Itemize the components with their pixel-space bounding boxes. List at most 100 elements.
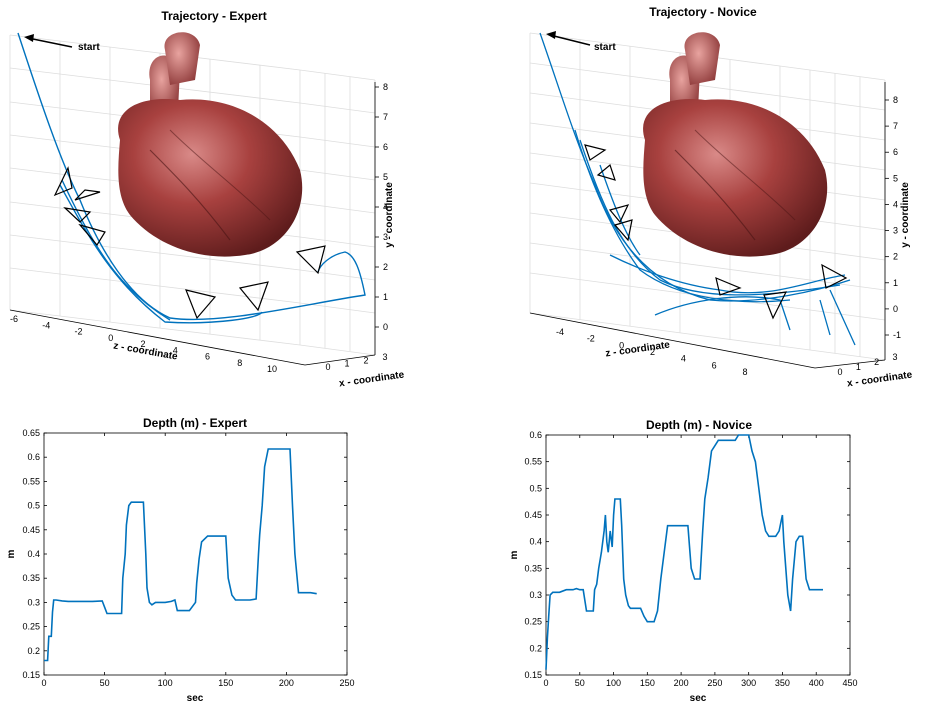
y-tick-label: 0.6 [529, 430, 542, 440]
y-tick-label: 2 [383, 262, 388, 272]
y-tick-label: 0.25 [524, 617, 542, 627]
y-tick-label: 7 [383, 112, 388, 122]
depth-expert-title: Depth (m) - Expert [143, 416, 247, 430]
y-tick-label: -1 [893, 330, 901, 340]
y-tick-label: 0.25 [22, 622, 40, 632]
y-tick-label: 0.15 [524, 670, 542, 680]
z-tick-label: -4 [556, 327, 564, 337]
y-tick-label: 1 [383, 292, 388, 302]
depth-expert-ticks: 0 50 100 150 200 250 0.15 0.2 0.25 0.3 0.35 0.4 0.45… [22, 428, 354, 688]
x-tick-label: 50 [575, 678, 585, 688]
z-tick-label: 8 [742, 367, 747, 377]
trajectory-expert-axes [9, 82, 376, 366]
x-tick-label: 100 [606, 678, 621, 688]
y-tick-label: 2 [893, 252, 898, 262]
y-tick-label: 6 [383, 142, 388, 152]
y-tick-label: 0.35 [524, 563, 542, 573]
x-tick-label: 50 [100, 678, 110, 688]
z-tick-label: 2 [650, 347, 655, 357]
trajectory-expert-zlabel: z - coordinate [112, 340, 178, 362]
x-tick-label: 450 [842, 678, 857, 688]
trajectory-expert-z-ticks: -6 -4 -2 0 2 4 6 8 10 [10, 314, 277, 374]
depth-novice-plot-area [545, 434, 851, 676]
trajectory-expert-panel: Trajectory - Expert [9, 9, 405, 390]
trajectory-novice-x-ticks: 0 1 2 3 [837, 352, 897, 377]
x-tick-label: 350 [775, 678, 790, 688]
y-tick-label: 0.2 [529, 643, 542, 653]
z-tick-label: -6 [10, 314, 18, 324]
heart-illustration-novice [643, 32, 828, 257]
trajectory-novice-z-ticks: -4 -2 0 2 4 6 8 [556, 327, 748, 377]
y-tick-label: 4 [893, 199, 898, 209]
x-tick-label: 3 [382, 352, 387, 362]
x-tick-label: 0 [41, 678, 46, 688]
z-tick-label: 4 [681, 354, 686, 364]
x-tick-label: 1 [344, 359, 349, 369]
depth-novice-ylabel: m [509, 550, 520, 559]
z-tick-label: 8 [237, 358, 242, 368]
trajectory-expert-x-ticks: 0 1 2 3 [325, 352, 387, 372]
y-tick-label: 6 [893, 147, 898, 157]
trajectory-expert-title: Trajectory - Expert [161, 9, 266, 23]
z-tick-label: 0 [619, 340, 624, 350]
z-tick-label: 6 [712, 360, 717, 370]
trajectory-novice-axes [529, 82, 886, 369]
z-tick-label: -4 [42, 320, 50, 330]
z-tick-label: -2 [74, 327, 82, 337]
y-tick-label: 0.55 [22, 476, 40, 486]
y-tick-label: 4 [383, 202, 388, 212]
depth-novice-panel: Depth (m) - Novice 0 50 100 150 200 250 300 350… [509, 418, 858, 704]
depth-expert-series [44, 448, 317, 662]
x-tick-label: 300 [741, 678, 756, 688]
trajectory-novice-title: Trajectory - Novice [649, 5, 757, 19]
depth-expert-xlabel: sec [187, 693, 204, 704]
y-tick-label: 8 [893, 95, 898, 105]
x-tick-label: 250 [339, 678, 354, 688]
y-tick-label: 0.65 [22, 428, 40, 438]
y-tick-label: 0.55 [524, 457, 542, 467]
x-tick-label: 1 [856, 362, 861, 372]
trajectory-expert-view-markers [53, 166, 326, 320]
z-tick-label: 2 [140, 339, 145, 349]
y-tick-label: 8 [383, 82, 388, 92]
trajectory-expert-ylabel: y - coordinate [384, 182, 395, 248]
y-tick-label: 0.6 [27, 452, 40, 462]
trajectory-novice-zlabel: z - coordinate [605, 339, 671, 359]
trajectory-expert-y-ticks: 0 1 2 3 4 5 6 7 8 [375, 82, 388, 332]
depth-novice-series [545, 434, 823, 670]
trajectory-novice-view-markers [584, 144, 848, 320]
trajectory-expert-start-label: start [78, 42, 100, 53]
x-tick-label: 400 [809, 678, 824, 688]
depth-expert-panel: Depth (m) - Expert 0 50 100 150 200 250 0.15 0.… [6, 416, 355, 704]
y-tick-label: 0.5 [27, 501, 40, 511]
y-tick-label: 5 [383, 172, 388, 182]
depth-series-line [545, 434, 823, 670]
z-tick-label: 4 [173, 345, 178, 355]
trajectory-novice-panel: Trajectory - Novice [529, 5, 913, 390]
trajectory-novice-xlabel: x - coordinate [846, 369, 913, 389]
y-tick-label: 7 [893, 121, 898, 131]
y-tick-label: 3 [893, 226, 898, 236]
z-tick-label: 0 [108, 333, 113, 343]
x-tick-label: 0 [325, 362, 330, 372]
trajectory-novice-start-label: start [594, 42, 616, 53]
y-tick-label: 0.35 [22, 573, 40, 583]
y-tick-label: 0.4 [529, 537, 542, 547]
trajectory-expert-path [17, 32, 366, 324]
x-tick-label: 100 [158, 678, 173, 688]
x-tick-label: 200 [674, 678, 689, 688]
y-tick-label: 1 [893, 278, 898, 288]
y-tick-label: 0 [893, 304, 898, 314]
x-tick-label: 200 [279, 678, 294, 688]
trajectory-expert-start-arrow [24, 34, 73, 48]
trajectory-novice-ylabel: y - coordinate [900, 182, 911, 248]
depth-expert-plot-area [43, 432, 348, 676]
depth-novice-ticks: 0 50 100 150 200 250 300 350 400 450 0.15 0.2 0.25 0.… [524, 430, 857, 688]
heart-illustration-expert [118, 32, 303, 257]
y-tick-label: 0.45 [524, 510, 542, 520]
y-tick-label: 0.3 [27, 597, 40, 607]
z-tick-label: -2 [587, 334, 595, 344]
x-tick-label: 0 [543, 678, 548, 688]
x-tick-label: 2 [363, 355, 368, 365]
